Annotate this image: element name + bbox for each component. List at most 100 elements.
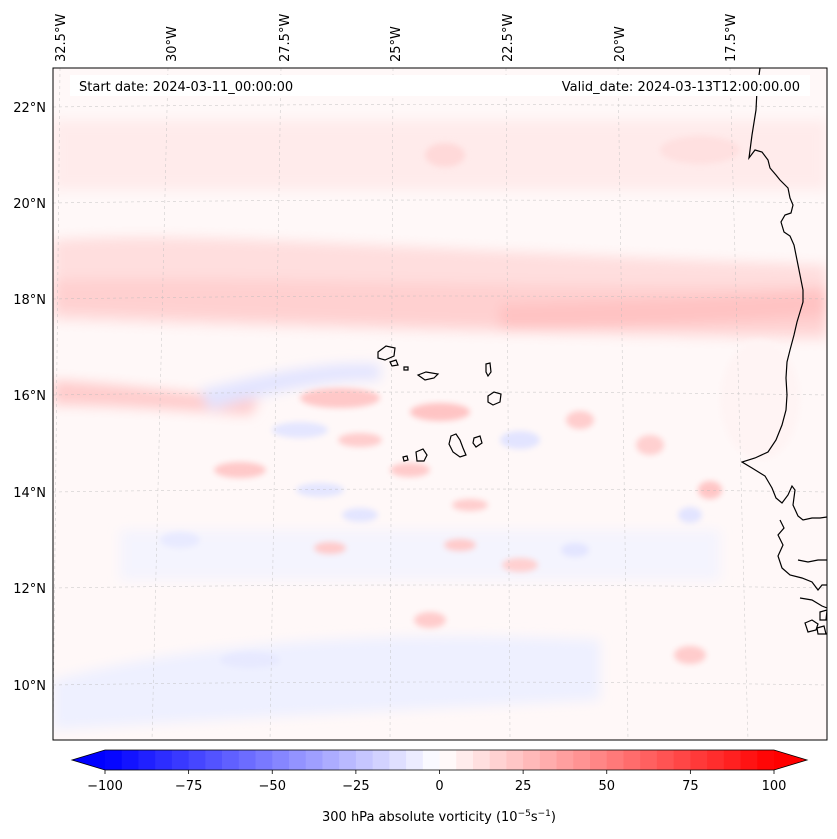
colorbar-swatch	[422, 750, 440, 770]
colorbar-swatch	[205, 750, 223, 770]
island-santiago	[448, 433, 467, 458]
colorbar-swatch	[188, 750, 206, 770]
island-santo-antao	[377, 345, 396, 361]
colorbar-ticks: −100 −75 −50 −25 0 25 50 75 100	[87, 770, 786, 794]
meridian-32-5w	[53, 68, 61, 740]
colorbar-title: 300 hPa absolute vorticity (10−5s−1)	[322, 809, 556, 825]
colorbar-swatch	[355, 750, 374, 770]
lon-label-22-5w: 22.5°W	[501, 14, 516, 62]
map-frame	[52, 67, 828, 741]
colorbar-max-extend-arrow	[774, 750, 807, 770]
colorbar-swatch	[171, 750, 190, 770]
lat-label-20n: 20°N	[13, 197, 46, 212]
colorbar-min-extend-arrow	[72, 750, 105, 770]
colorbar-tick-label: 25	[515, 779, 532, 794]
lon-label-32-5w: 32.5°W	[54, 14, 69, 62]
colorbar-swatch	[372, 750, 390, 770]
colorbar-swatch	[105, 750, 123, 770]
island-fogo	[415, 448, 428, 462]
colorbar-swatch	[489, 750, 507, 770]
colorbar-swatch	[238, 750, 256, 770]
colorbar-swatch	[690, 750, 708, 770]
guinea-bissau-islands	[804, 609, 827, 635]
meridian-27-5w	[269, 68, 282, 740]
parallel-14n	[53, 488, 827, 493]
colorbar: −100 −75 −50 −25 0 25 50 75 100 300 hPa absolute…	[70, 749, 809, 825]
colorbar-tick-label: −100	[87, 779, 123, 794]
lon-label-25w: 25°W	[389, 26, 404, 62]
colorbar-swatch	[640, 750, 658, 770]
colorbar-swatch	[623, 750, 641, 770]
colorbar-swatch	[590, 750, 608, 770]
colorbar-swatch	[456, 750, 474, 770]
colorbar-swatches	[105, 750, 775, 770]
colorbar-tick-label: 50	[598, 779, 615, 794]
lat-label-14n: 14°N	[13, 486, 46, 501]
colorbar-tick-label: −50	[259, 779, 286, 794]
lat-label-18n: 18°N	[13, 293, 46, 308]
colorbar-tick-label: −75	[175, 779, 202, 794]
colorbar-swatch	[305, 750, 323, 770]
meridian-17-5w	[729, 68, 749, 740]
colorbar-swatch	[573, 750, 591, 770]
colorbar-swatch	[389, 750, 407, 770]
colorbar-swatch	[406, 750, 424, 770]
colorbar-swatch	[556, 750, 574, 770]
graticule	[53, 68, 827, 740]
meridian-25w	[389, 68, 394, 740]
colorbar-swatch	[138, 750, 156, 770]
lon-label-30w: 30°W	[165, 26, 180, 62]
colorbar-swatch	[155, 750, 173, 770]
colorbar-swatch	[288, 750, 307, 770]
date-header-background	[70, 75, 810, 96]
lon-label-20w: 20°W	[613, 26, 628, 62]
island-sao-nicolau	[416, 371, 440, 381]
colorbar-swatch	[707, 750, 725, 770]
latitude-labels: 22°N 20°N 18°N 16°N 14°N 12°N 10°N	[13, 101, 46, 694]
colorbar-tick-label: −25	[342, 779, 369, 794]
valid-date-label: Valid_date: 2024-03-13T12:00:00.00	[562, 80, 800, 95]
island-brava	[402, 455, 409, 462]
map-panel: Start date: 2024-03-11_00:00:00 Valid_da…	[53, 68, 827, 740]
lon-label-17-5w: 17.5°W	[724, 14, 739, 62]
senegal-gambia-coast	[777, 519, 827, 609]
colorbar-swatch	[272, 750, 290, 770]
colorbar-swatch	[723, 750, 741, 770]
lat-label-10n: 10°N	[13, 679, 46, 694]
parallel-12n	[53, 584, 827, 589]
longitude-labels: 32.5°W 30°W 27.5°W 25°W 22.5°W 20°W 17.5…	[54, 14, 739, 62]
colorbar-tick-label: 75	[682, 779, 699, 794]
colorbar-swatch	[339, 750, 357, 770]
vorticity-field	[53, 120, 827, 730]
lat-label-12n: 12°N	[13, 582, 46, 597]
lat-label-16n: 16°N	[13, 389, 46, 404]
lat-label-22n: 22°N	[13, 101, 46, 116]
island-boa-vista	[487, 391, 502, 406]
colorbar-swatch	[255, 750, 273, 770]
colorbar-swatch	[606, 750, 624, 770]
meridian-30w	[151, 68, 169, 740]
parallel-18n	[53, 295, 827, 300]
colorbar-swatch	[757, 750, 775, 770]
colorbar-swatch	[222, 750, 240, 770]
colorbar-tick-label: 100	[762, 779, 787, 794]
meridian-22-5w	[505, 68, 511, 740]
coastlines	[377, 68, 827, 635]
africa-coastline	[740, 68, 827, 521]
parallel-22n	[53, 104, 827, 108]
island-sal	[485, 362, 492, 378]
colorbar-tick-label: 0	[435, 779, 443, 794]
parallel-20n	[53, 199, 827, 204]
island-sao-vicente	[389, 359, 399, 367]
colorbar-swatch	[439, 750, 457, 770]
colorbar-swatch	[740, 750, 758, 770]
colorbar-swatch	[506, 750, 524, 770]
island-santa-luzia	[403, 366, 409, 371]
lon-label-27-5w: 27.5°W	[278, 14, 293, 62]
island-maio	[472, 435, 483, 448]
colorbar-swatch	[121, 750, 139, 770]
parallel-16n	[53, 391, 827, 396]
colorbar-swatch	[523, 750, 541, 770]
colorbar-swatch	[539, 750, 557, 770]
